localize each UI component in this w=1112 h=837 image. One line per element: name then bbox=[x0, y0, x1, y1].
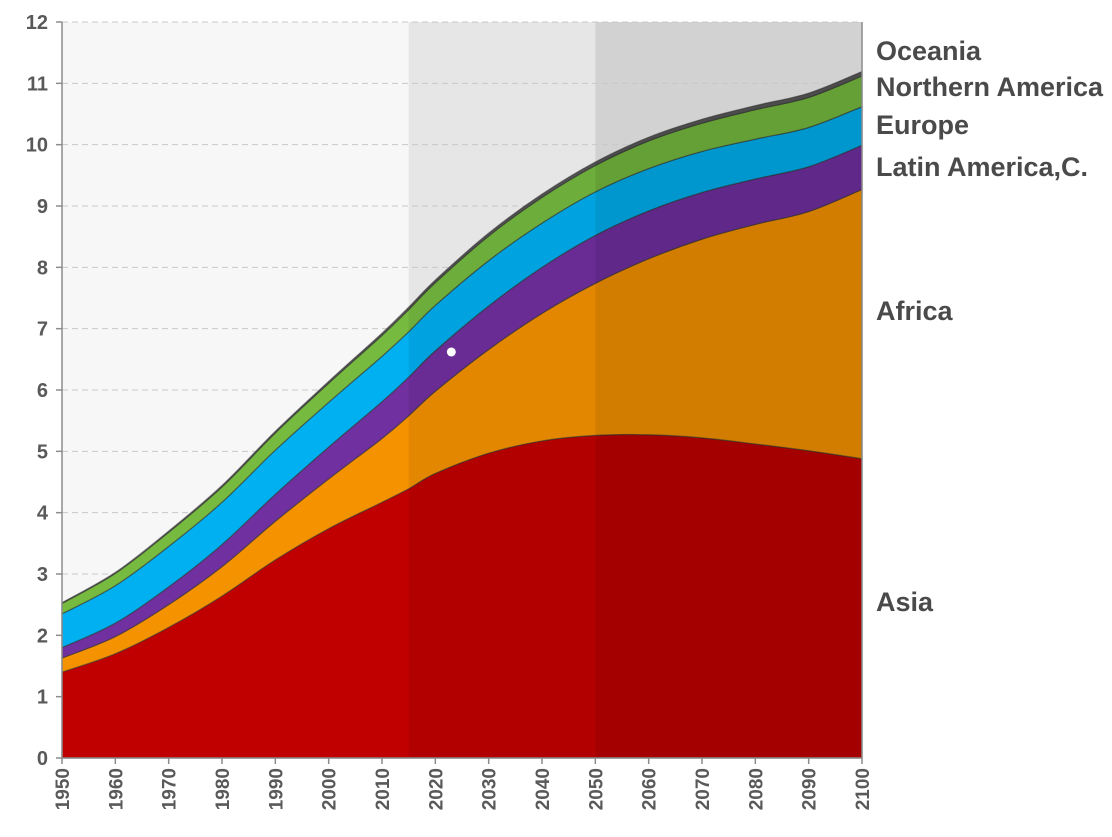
y-tick-label-7: 7 bbox=[37, 319, 48, 341]
x-tick-label-1970: 1970 bbox=[160, 768, 181, 810]
x-tick-label-2090: 2090 bbox=[800, 768, 821, 810]
area-series bbox=[61, 70, 863, 759]
axes bbox=[56, 21, 863, 764]
x-tick-label-2020: 2020 bbox=[426, 768, 447, 810]
x-tick-label-2040: 2040 bbox=[533, 768, 554, 810]
y-tick-label-4: 4 bbox=[37, 503, 49, 525]
x-tick-label-2010: 2010 bbox=[373, 768, 394, 810]
x-tick-label-2060: 2060 bbox=[640, 768, 661, 810]
y-tick-label-9: 9 bbox=[37, 196, 48, 218]
label-northern-america: Northern America bbox=[876, 72, 1104, 102]
series-labels: Asia Africa Latin America,C. Europe Northern… bbox=[876, 36, 1104, 617]
y-tick-label-2: 2 bbox=[37, 625, 48, 647]
x-tick-label-1990: 1990 bbox=[266, 768, 287, 810]
y-tick-label-6: 6 bbox=[37, 380, 48, 402]
x-tick-label-1960: 1960 bbox=[106, 768, 127, 810]
y-tick-label-0: 0 bbox=[37, 748, 48, 770]
label-asia: Asia bbox=[876, 587, 934, 617]
y-tick-label-12: 12 bbox=[26, 12, 48, 34]
projection-shade-2 bbox=[595, 71, 862, 758]
y-tick-label-3: 3 bbox=[37, 564, 48, 586]
label-europe: Europe bbox=[876, 110, 969, 140]
x-tick-label-2000: 2000 bbox=[320, 768, 341, 810]
x-tick-label-2030: 2030 bbox=[480, 768, 501, 810]
x-tick-label-2080: 2080 bbox=[746, 768, 767, 810]
label-oceania: Oceania bbox=[876, 36, 982, 66]
marker-dot bbox=[446, 347, 456, 357]
x-tick-label-2070: 2070 bbox=[693, 768, 714, 810]
projection-shade-1 bbox=[408, 162, 596, 758]
y-tick-label-1: 1 bbox=[37, 687, 48, 709]
x-tick-label-1950: 1950 bbox=[53, 768, 74, 810]
y-tick-label-11: 11 bbox=[27, 73, 48, 95]
x-tick-label-2100: 2100 bbox=[853, 768, 874, 810]
marker-point bbox=[446, 347, 456, 357]
y-tick-label-10: 10 bbox=[26, 135, 48, 157]
x-tick-label-1980: 1980 bbox=[213, 768, 234, 810]
label-africa: Africa bbox=[876, 296, 954, 326]
x-tick-label-2050: 2050 bbox=[586, 768, 607, 810]
y-tick-label-5: 5 bbox=[37, 441, 48, 463]
y-tick-label-8: 8 bbox=[37, 257, 48, 279]
x-tick-labels: 1950 1960 1970 1980 1990 2000 2010 2020 2030 2040… bbox=[53, 768, 874, 810]
label-latin-america-c: Latin America,C. bbox=[876, 152, 1088, 182]
